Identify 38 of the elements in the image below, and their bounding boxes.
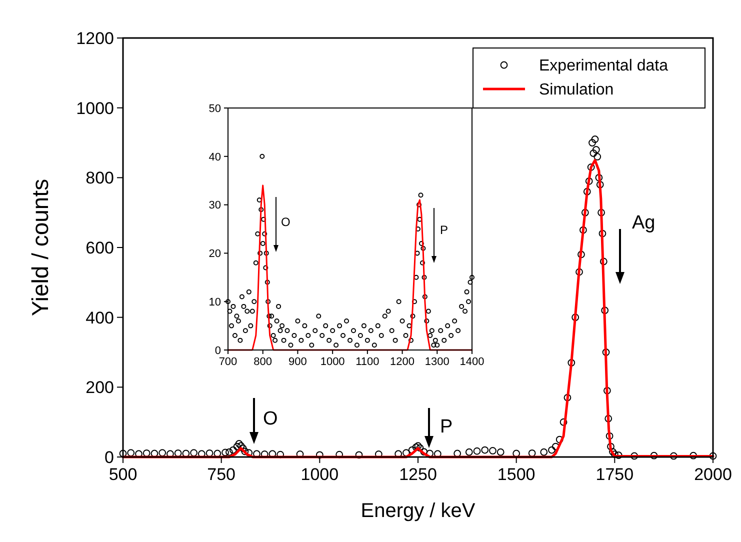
x-tick-label: 700	[218, 356, 238, 368]
x-tick-label: 1100	[356, 356, 380, 368]
x-tick-label: 1300	[424, 356, 450, 368]
x-tick-label: 1400	[460, 356, 484, 368]
y-tick-label: 600	[86, 238, 114, 258]
annotation: Ag	[632, 212, 656, 234]
x-tick-label: 2000	[694, 465, 732, 484]
y-tick-label: 10	[208, 296, 221, 308]
x-tick-label: 1500	[497, 465, 536, 484]
x-tick-label: 800	[254, 356, 272, 368]
y-tick-label: 1200	[76, 28, 114, 48]
x-tick-label: 750	[207, 465, 236, 484]
annotation: P	[440, 416, 453, 438]
x-tick-label: 900	[288, 356, 307, 368]
annotation: P	[440, 223, 448, 238]
x-tick-label: 1000	[300, 465, 339, 484]
y-tick-label: 0	[104, 448, 114, 467]
y-tick-label: 200	[86, 378, 114, 398]
x-tick-label: 1250	[399, 465, 437, 484]
legend-label: Simulation	[539, 82, 614, 99]
x-tick-label: 1200	[390, 356, 415, 368]
x-tick-label: 1000	[320, 356, 345, 368]
y-tick-label: 800	[86, 168, 114, 188]
annotation: O	[263, 408, 278, 430]
y-tick-label: 400	[86, 308, 114, 328]
x-axis-title: Energy / keV	[360, 500, 476, 522]
y-tick-label: 20	[208, 248, 221, 260]
y-tick-label: 1000	[76, 98, 114, 118]
annotation: O	[281, 215, 290, 230]
y-tick-label: 0	[214, 344, 221, 357]
x-tick-label: 1750	[596, 465, 634, 484]
y-tick-label: 30	[208, 200, 221, 212]
y-tick-label: 50	[208, 102, 221, 115]
x-tick-label: 500	[108, 465, 138, 484]
y-tick-label: 40	[208, 151, 221, 164]
legend-label: Experimental data	[539, 58, 668, 75]
line-series	[227, 184, 473, 351]
y-axis-title: Yield / counts	[27, 178, 53, 316]
